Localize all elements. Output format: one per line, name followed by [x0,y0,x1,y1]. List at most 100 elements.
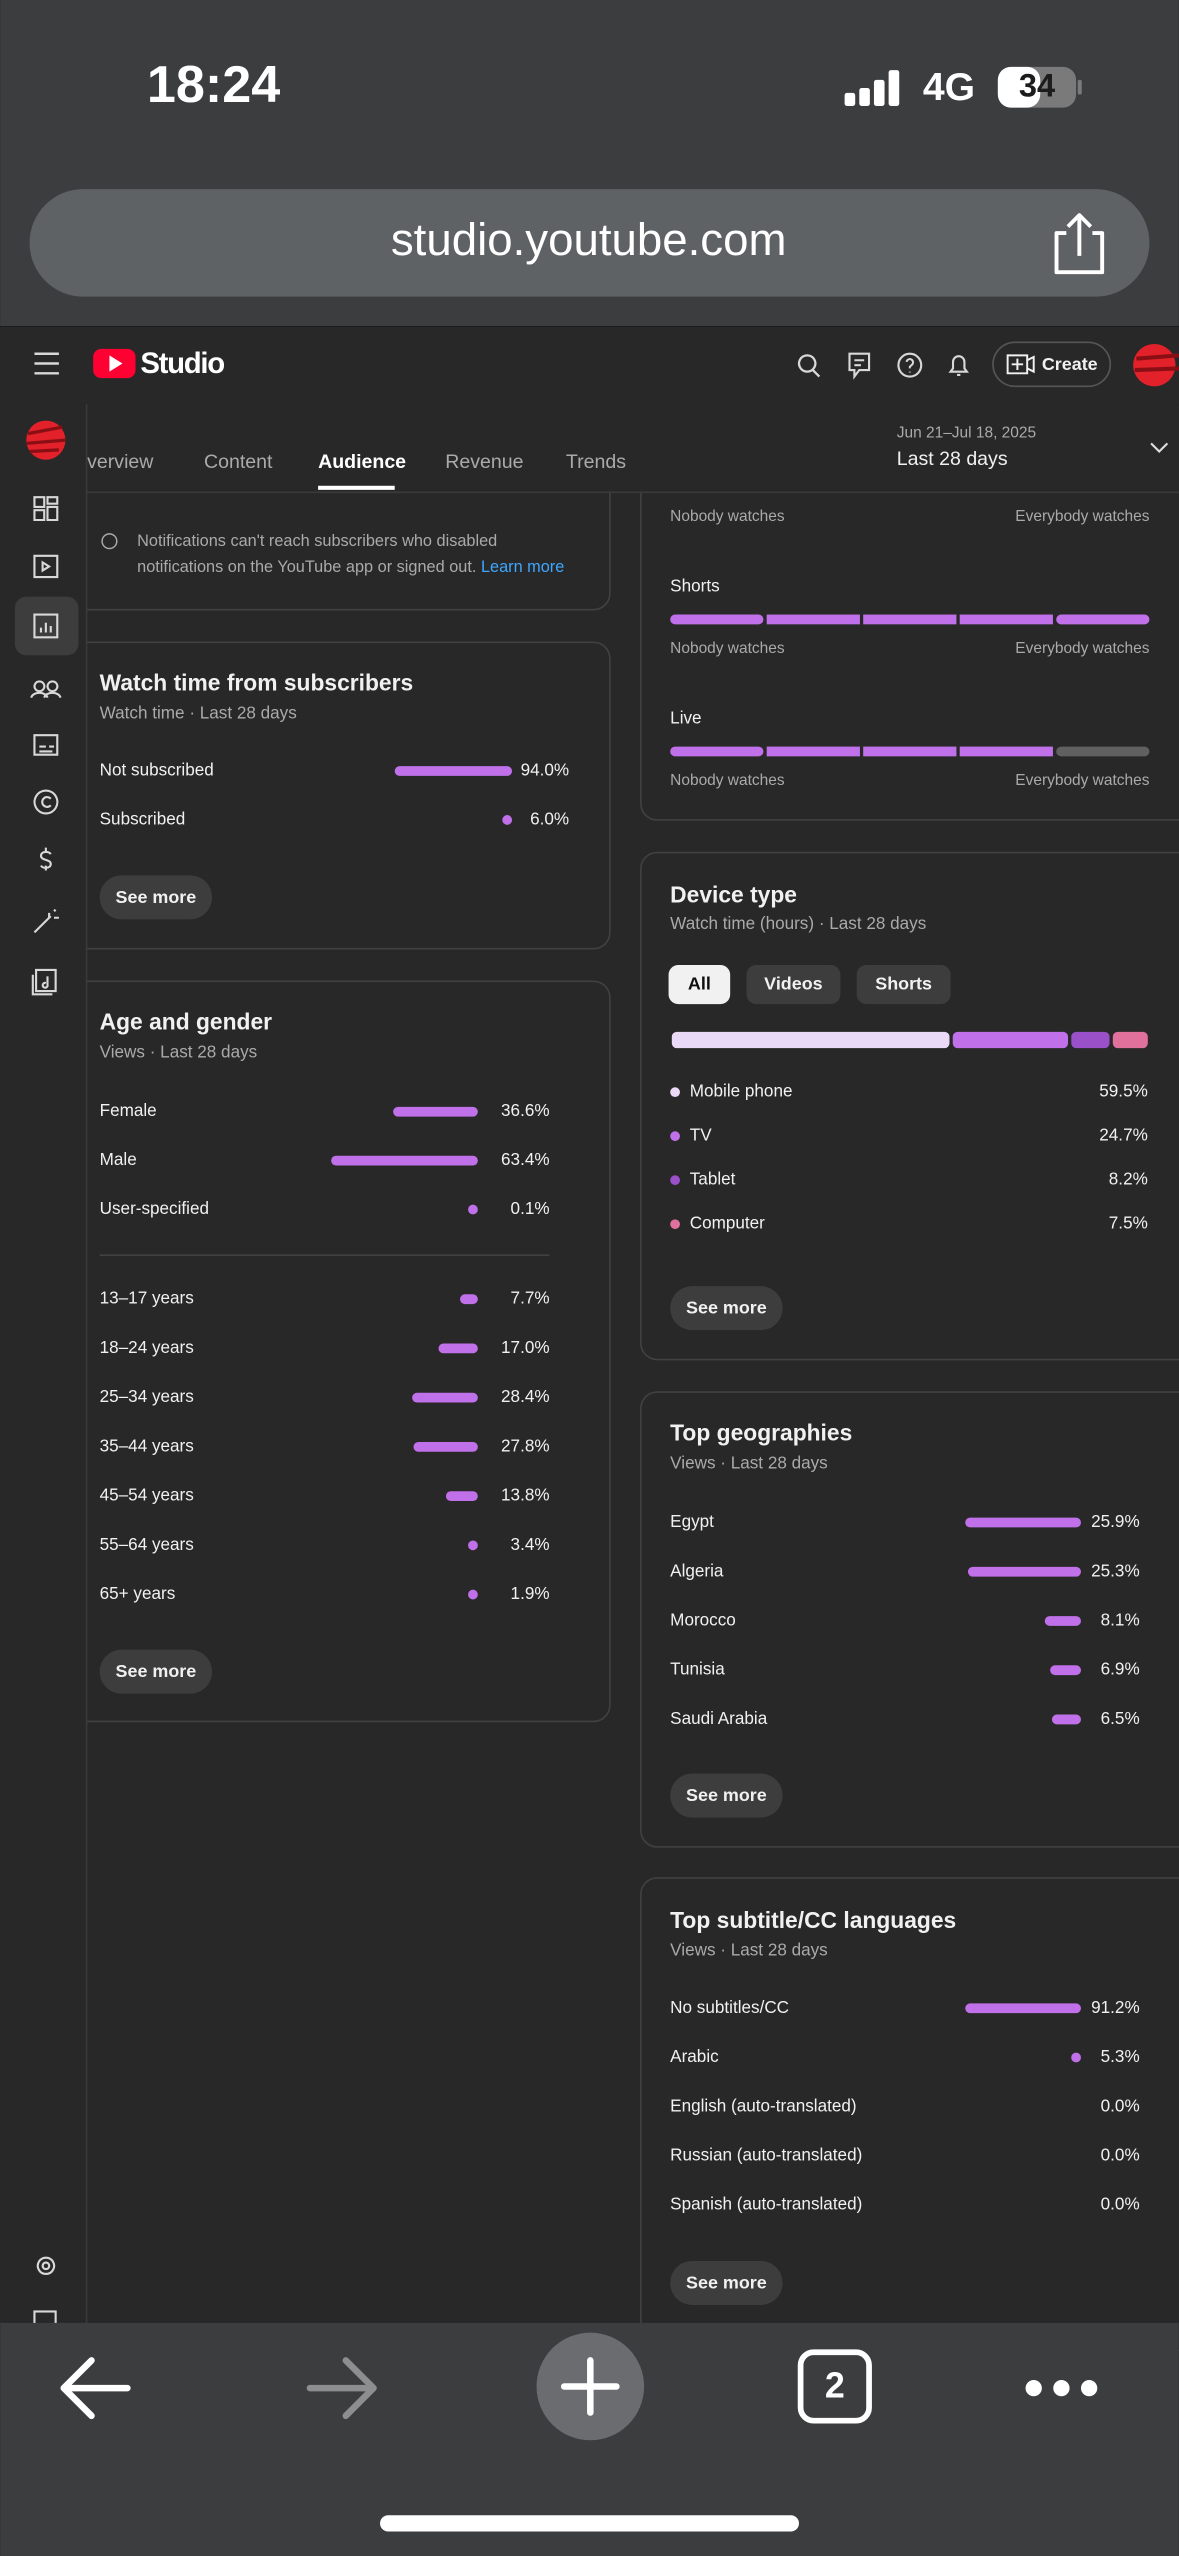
device-segment [952,1031,1069,1049]
logo-text[interactable]: Studio [140,347,225,380]
earn-icon[interactable] [39,847,52,871]
row-value: 7.7% [511,1289,550,1308]
menu-dot[interactable] [1053,2379,1070,2397]
tabs-bar [0,404,1179,493]
row-label: Spanish (auto-translated) [670,2195,862,2214]
menu-dot[interactable] [1080,2379,1098,2397]
account-scribble [1134,353,1179,373]
scale-label: Nobody watches [670,640,785,657]
filter-chip[interactable] [856,965,951,1005]
create-label[interactable]: Create [1042,354,1098,374]
comments-icon[interactable] [848,352,871,380]
see-more-button[interactable] [99,1649,213,1694]
date-period[interactable]: Last 28 days [897,448,1008,470]
copyright-icon[interactable] [33,789,59,815]
tab[interactable]: Trends [566,451,626,473]
signal-bar [873,79,885,106]
forward-button[interactable] [306,2357,377,2420]
dashboard-icon[interactable] [33,496,59,522]
row-label: Russian (auto-translated) [670,2145,862,2164]
filter-chip[interactable] [668,965,731,1005]
settings-icon[interactable] [36,2256,56,2276]
row-label: Arabic [670,2047,719,2066]
notifications-icon[interactable] [948,355,969,376]
row-value: 25.9% [1091,1512,1140,1531]
tab[interactable]: Overview [72,451,154,473]
row-label: Subscribed [100,809,186,828]
new-tab-plus [560,2357,620,2416]
legend-label: Computer [690,1214,765,1233]
legend-label: Tablet [690,1170,736,1189]
filter-chip-label[interactable]: All [688,973,711,993]
url[interactable]: studio.youtube.com [391,214,787,265]
card-title: Device type [670,882,797,908]
row-label: 35–44 years [100,1436,194,1455]
tab[interactable]: Revenue [445,451,523,473]
filter-chip-label[interactable]: Shorts [875,973,932,993]
see-more-label[interactable]: See more [116,887,197,907]
date-range: Jun 21–Jul 18, 2025 [897,425,1036,442]
create-button[interactable] [992,341,1112,388]
row-label: Egypt [670,1512,714,1531]
retention-segment [1056,746,1150,757]
filter-chip[interactable] [746,965,841,1005]
see-more-label[interactable]: See more [116,1661,197,1681]
row-value: 27.8% [501,1436,550,1455]
notice-message: Notifications can't reach subscribers wh… [137,533,498,577]
see-more-label[interactable]: See more [686,1298,767,1318]
legend-value: 59.5% [1099,1082,1148,1101]
row-value: 63.4% [501,1150,550,1169]
url-bar[interactable] [29,189,1150,297]
community-icon[interactable] [30,680,62,699]
tab-count[interactable]: 2 [825,2366,845,2406]
logo-play [109,355,123,372]
device-segment [671,1031,950,1049]
notice-text: Notifications can't reach subscribers wh… [137,530,585,581]
help-icon[interactable] [897,352,923,378]
learn-more-link[interactable]: Learn more [480,558,565,577]
search-icon[interactable] [797,354,821,378]
scale-label: Everybody watches [1015,508,1149,525]
see-more-button[interactable] [670,1773,783,1818]
legend-label: Mobile phone [690,1082,793,1101]
row-label: No subtitles/CC [670,1998,789,2017]
analytics-icon[interactable] [33,613,59,639]
filter-chip-label[interactable]: Videos [764,973,822,993]
bar [965,2003,1081,2014]
notice: Notifications can't reach subscribers wh… [137,530,585,581]
menu-icon[interactable] [34,352,59,375]
audio-icon[interactable] [31,968,57,996]
row-value: 8.1% [1101,1610,1140,1629]
tab[interactable]: Audience [318,451,406,473]
tabs-button[interactable] [797,2349,872,2424]
see-more-label[interactable]: See more [686,2273,767,2293]
card-subtitle: Views · Last 28 days [670,1453,828,1472]
see-more-button[interactable] [670,1286,783,1331]
help-mark [905,358,914,373]
see-more-button[interactable] [99,875,213,920]
card-title: Top subtitle/CC languages [670,1907,956,1933]
row-value: 6.5% [1101,1709,1140,1728]
share-icon[interactable] [1054,213,1105,275]
menu-dot[interactable] [1025,2379,1042,2397]
retention-segment [670,746,764,757]
see-more-label[interactable]: See more [686,1785,767,1805]
bar [460,1294,478,1305]
battery-cap [1077,79,1082,95]
legend-value: 7.5% [1109,1214,1148,1233]
tab[interactable]: Content [204,451,273,473]
account-avatar[interactable] [1133,343,1176,387]
subtitles-icon[interactable] [33,734,59,756]
status-network: 4G [923,66,975,109]
row-value: 36.6% [501,1101,550,1120]
card-subtitle: Views · Last 28 days [670,1941,828,1960]
status-time: 18:24 [147,56,280,114]
content-icon[interactable] [33,554,59,579]
bar [1071,2052,1081,2063]
see-more-button[interactable] [670,2260,783,2305]
customize-icon[interactable] [33,908,59,934]
bar [502,815,513,825]
row-label: User-specified [100,1199,209,1218]
retention-segment [1056,614,1150,625]
back-button[interactable] [60,2357,131,2420]
